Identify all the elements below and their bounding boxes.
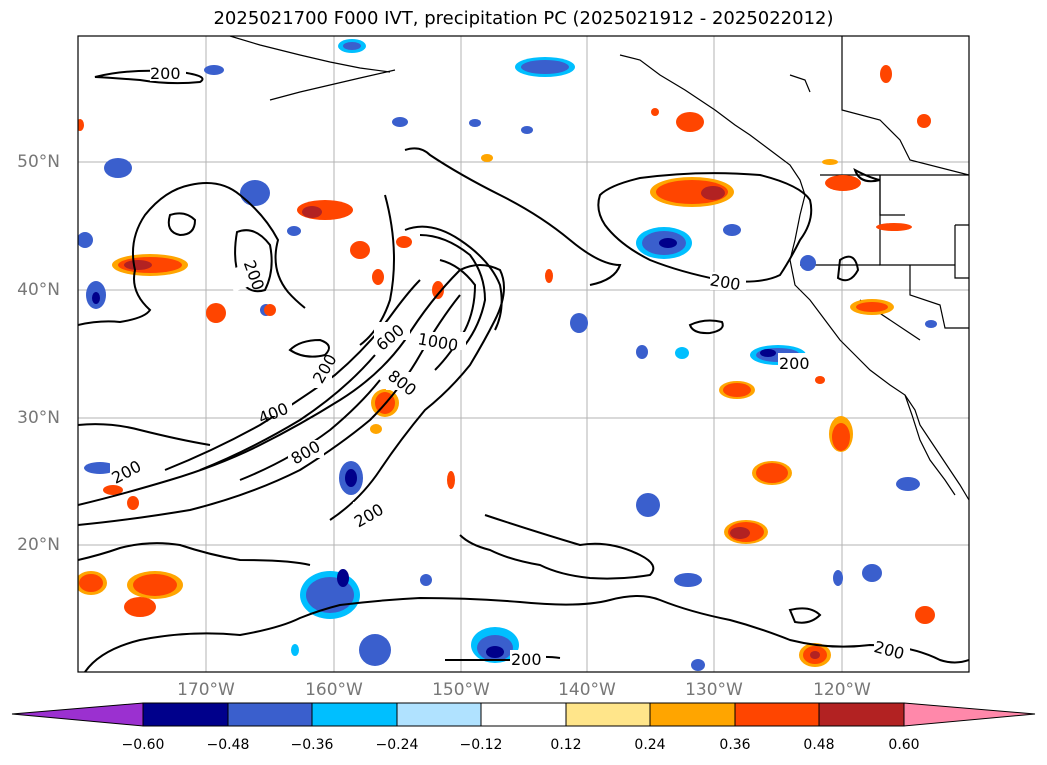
lat-label: 20°N: [17, 535, 60, 555]
colorbar-bin: [649, 702, 736, 727]
colorbar-tick: −0.36: [290, 737, 334, 753]
colorbar-tick: −0.48: [206, 737, 250, 753]
coastline: [229, 36, 969, 501]
lat-label: 50°N: [17, 152, 60, 172]
contour-label: 200: [150, 64, 181, 83]
colorbar-bin: [227, 702, 313, 727]
colorbar-bin: [142, 702, 229, 727]
ivt-contours: [78, 69, 969, 672]
colorbar-bin: [818, 702, 905, 727]
colorbar: [11, 702, 1036, 727]
colorbar-tick: −0.24: [375, 737, 419, 753]
graticule: [78, 36, 969, 672]
lon-label: 120°W: [813, 680, 871, 700]
colorbar-bin: [734, 702, 820, 727]
colorbar-tick: 0.24: [634, 737, 666, 753]
map-title: 2025021700 F000 IVT, precipitation PC (2…: [213, 8, 834, 29]
colorbar-tick: 0.60: [888, 737, 920, 753]
colorbar-extend-high: [903, 702, 1036, 727]
lon-label: 170°W: [177, 680, 235, 700]
contour-label: 200: [511, 650, 542, 669]
colorbar-tick: −0.60: [121, 737, 165, 753]
lon-label: 130°W: [685, 680, 743, 700]
colorbar-bin: [311, 702, 398, 727]
lon-label: 140°W: [558, 680, 616, 700]
map-plot-area: 200 200 200 200 200 200 200 200 400 600 …: [78, 36, 969, 672]
lat-label: 30°N: [17, 408, 60, 428]
colorbar-tick: 0.48: [803, 737, 835, 753]
colorbar-tick: 0.36: [719, 737, 751, 753]
colorbar-bin: [565, 702, 651, 727]
positive-pc-regions: [78, 65, 935, 667]
colorbar-tick: 0.12: [550, 737, 582, 753]
colorbar-bin: [480, 702, 567, 727]
lon-label: 160°W: [305, 680, 363, 700]
contour-labels: 200 200 200 200 200 200 200 200 400 600 …: [108, 63, 910, 669]
colorbar-bin: [396, 702, 482, 727]
plot-frame: [77, 35, 970, 673]
colorbar-tick: −0.12: [459, 737, 503, 753]
lon-label: 150°W: [432, 680, 490, 700]
colorbar-extend-low: [11, 702, 144, 727]
lat-label: 40°N: [17, 280, 60, 300]
contour-label: 200: [779, 354, 810, 373]
